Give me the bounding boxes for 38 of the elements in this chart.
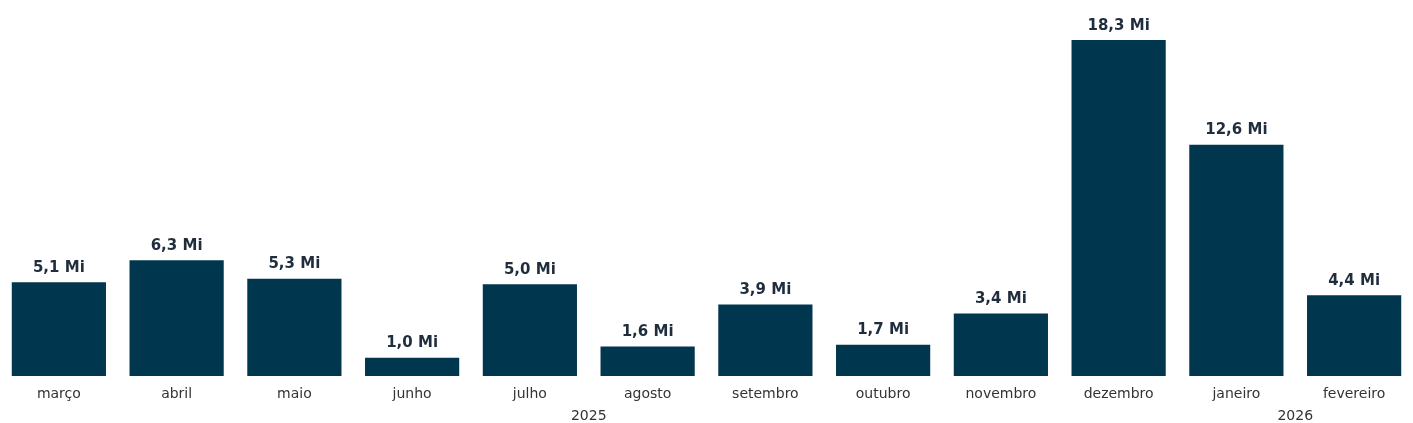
bar [836, 344, 931, 376]
bar [718, 304, 813, 376]
bar [1307, 295, 1402, 376]
bar [129, 260, 224, 376]
data-label: 1,0 Mi [386, 333, 439, 352]
x-tick-label: dezembro [1083, 385, 1154, 401]
x-tick-label: outubro [855, 385, 911, 401]
data-label: 1,6 Mi [621, 322, 674, 341]
text: 2025 [570, 407, 607, 423]
bar [482, 284, 577, 376]
x-tick-label: junho [391, 385, 432, 401]
x-tick-label: março [36, 385, 81, 401]
data-label: 3,9 Mi [739, 279, 792, 298]
data-label: 5,1 Mi [32, 257, 85, 276]
x-tick-label: janeiro [1211, 385, 1261, 401]
x-tick-label: julho [511, 385, 547, 401]
x-tick-label: fevereiro [1322, 385, 1386, 401]
data-label: 6,3 Mi [150, 235, 203, 254]
bar [247, 278, 342, 376]
bar [11, 282, 106, 376]
bar [953, 313, 1048, 376]
data-label: 1,7 Mi [857, 320, 910, 339]
x-tick-label: maio [277, 385, 312, 401]
data-label: 12,6 Mi [1205, 120, 1268, 139]
bar [600, 346, 695, 376]
bar [1071, 40, 1166, 376]
x-tick-label: novembro [965, 385, 1037, 401]
data-label: 5,0 Mi [503, 259, 556, 278]
data-label: 5,3 Mi [268, 254, 321, 273]
bar [365, 357, 460, 376]
bar [1189, 144, 1284, 376]
x-tick-label: agosto [623, 385, 672, 401]
text: 2026 [1277, 407, 1314, 423]
data-label: 18,3 Mi [1087, 15, 1150, 34]
x-tick-label: abril [161, 385, 193, 401]
data-label: 3,4 Mi [974, 289, 1027, 308]
x-tick-label: setembro [732, 385, 799, 401]
data-label: 4,4 Mi [1328, 270, 1381, 289]
